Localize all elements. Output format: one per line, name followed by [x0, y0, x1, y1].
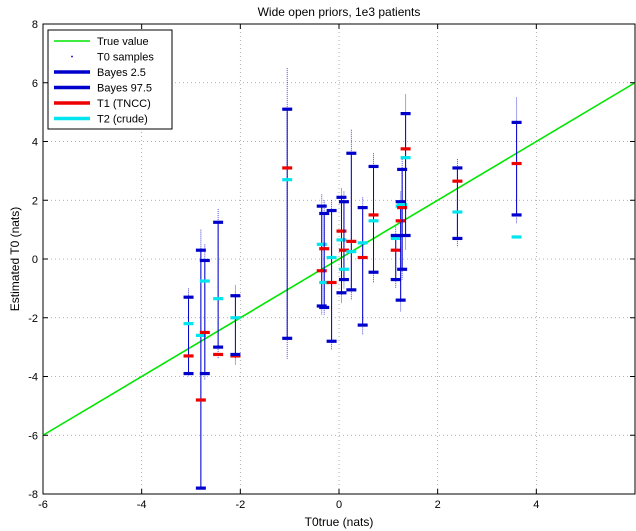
- legend-entry: T0 samples: [71, 52, 154, 64]
- patient-marker-group: [213, 209, 224, 359]
- legend-label: Bayes 2.5: [97, 67, 146, 79]
- y-tick-label: -8: [28, 489, 38, 501]
- x-tick-label: -6: [38, 499, 48, 511]
- legend-label: T1 (TNCC): [97, 98, 151, 110]
- legend-label: T2 (crude): [97, 114, 148, 126]
- patient-marker-group: [346, 129, 357, 301]
- patient-marker-group: [336, 188, 347, 304]
- patient-marker-group: [400, 94, 411, 251]
- patient-marker-group: [452, 159, 463, 248]
- y-tick-label: 8: [32, 19, 38, 31]
- patient-marker-group: [395, 191, 406, 312]
- legend-entry: Bayes 2.5: [54, 67, 146, 79]
- patient-marker-group: [357, 197, 368, 336]
- legend-entry: Bayes 97.5: [54, 83, 152, 95]
- patient-marker-group: [282, 68, 293, 359]
- patient-marker-group: [338, 191, 349, 289]
- patient-marker-group: [230, 285, 241, 365]
- y-tick-label: 4: [32, 137, 38, 149]
- patient-marker-group: [319, 200, 330, 315]
- y-tick-label: 2: [32, 195, 38, 207]
- legend: True value T0 samples Bayes 2.5 Bayes 97.5 T…: [47, 29, 173, 130]
- y-axis-title: Estimated T0 (nats): [8, 207, 22, 311]
- y-tick-label: 6: [32, 78, 38, 90]
- legend-label: T0 samples: [97, 52, 154, 64]
- x-tick-label: -4: [137, 499, 147, 511]
- legend-label: True value: [97, 36, 149, 48]
- patient-marker-group: [368, 153, 379, 283]
- y-tick-label: 0: [32, 254, 38, 266]
- legend-box: [47, 29, 173, 130]
- true-value-line: [42, 82, 636, 436]
- x-tick-label: 0: [336, 499, 342, 511]
- legend-swatch: [71, 55, 73, 58]
- true-value-line-path: [42, 82, 636, 436]
- patient-marker-group: [199, 244, 210, 380]
- patient-marker-group: [195, 229, 206, 490]
- patient-marker-group: [326, 200, 337, 351]
- chart-title: Wide open priors, 1e3 patients: [258, 5, 421, 19]
- patient-marker-group: [390, 226, 401, 289]
- patient-marker-group: [183, 288, 194, 377]
- legend-entry: T1 (TNCC): [54, 98, 151, 110]
- patient-series: [183, 68, 522, 490]
- y-tick-label: -2: [28, 313, 38, 325]
- y-tick-label: -6: [28, 430, 38, 442]
- patient-marker-group: [511, 97, 522, 239]
- x-tick-label: 4: [533, 499, 539, 511]
- legend-label: Bayes 97.5: [97, 83, 152, 95]
- legend-entry: T2 (crude): [54, 114, 148, 126]
- x-tick-label: -2: [235, 499, 245, 511]
- legend-entry: True value: [54, 36, 149, 48]
- x-tick-label: 2: [435, 499, 441, 511]
- x-axis-title: T0true (nats): [305, 515, 374, 529]
- y-tick-label: -4: [28, 372, 38, 384]
